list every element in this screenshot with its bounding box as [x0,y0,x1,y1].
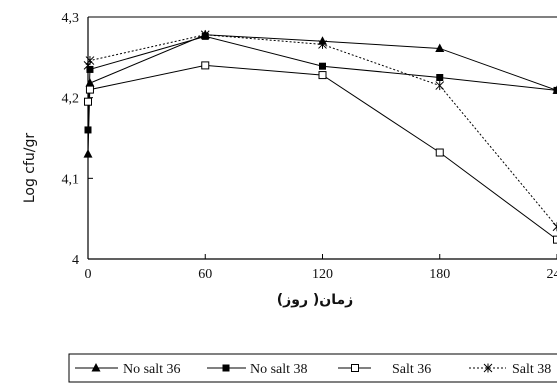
series-salt-36 [84,61,557,244]
legend: No salt 36 No salt 38 Salt 36 Salt 38 [68,353,557,383]
series-salt-36-point [85,85,94,94]
series-no-salt-36-point [83,149,93,158]
y-tick-label: 4,1 [62,172,80,187]
series-no-salt-38-point [436,74,444,81]
y-axis-title: Log cfu/gr [22,133,38,204]
series-salt-38-point [435,81,445,91]
series-salt-38-point [200,30,210,40]
series-no-salt-38-point [84,126,92,134]
legend-no-salt-38: No salt 38 [207,362,308,377]
series-salt-38-point [318,39,327,49]
x-tick-label: 180 [429,267,450,282]
series-salt-38 [83,30,557,232]
x-tick-label: 240 [547,267,557,282]
legend-no-salt-36: No salt 36 [75,362,181,377]
series-salt-36-point [435,148,444,157]
y-tick-label: 4,3 [62,11,80,26]
legend-no-salt-38-label: No salt 38 [250,362,308,377]
series-no-salt-38-point [553,86,557,94]
series-no-salt-36-point [435,43,445,52]
legend-salt-38: Salt 38 [469,362,551,377]
series-salt-36-point [201,61,210,70]
legend-salt-36-label: Salt 36 [392,362,431,377]
legend-no-salt-36-point [91,363,101,372]
series-no-salt-38-point [319,62,326,70]
x-axis-title: زمان( روز) [277,292,353,308]
x-tick-label: 120 [312,267,333,282]
series-salt-36-point [553,235,557,244]
x-tick-label: 60 [198,267,212,282]
series-no-salt-36-line [87,34,557,155]
series-layer [83,29,557,244]
plot-area [87,16,557,260]
legend-box [68,353,557,383]
series-salt-38-point [85,56,95,66]
series-no-salt-38-point [86,65,94,73]
series-no-salt-38 [84,32,557,134]
legend-salt-38-point [483,363,493,373]
legend-no-salt-38-point [222,364,230,372]
series-salt-36-line [87,64,557,241]
series-salt-38-point [552,222,557,232]
legend-salt-36: Salt 36 [338,362,431,377]
x-tick-label: 0 [85,267,92,282]
series-salt-36-point [84,97,92,106]
y-tick-label: 4 [72,253,79,268]
series-no-salt-36 [83,29,557,158]
y-tick-label: 4,2 [62,92,80,107]
axis-ticks: 4 4,1 4,2 4,3 0 60 120 180 240 [62,11,557,282]
series-no-salt-38-line [87,35,557,130]
legend-no-salt-36-label: No salt 36 [123,362,181,377]
legend-salt-36-point [351,364,359,372]
legend-salt-38-label: Salt 38 [512,362,551,377]
series-salt-36-point [318,71,327,80]
